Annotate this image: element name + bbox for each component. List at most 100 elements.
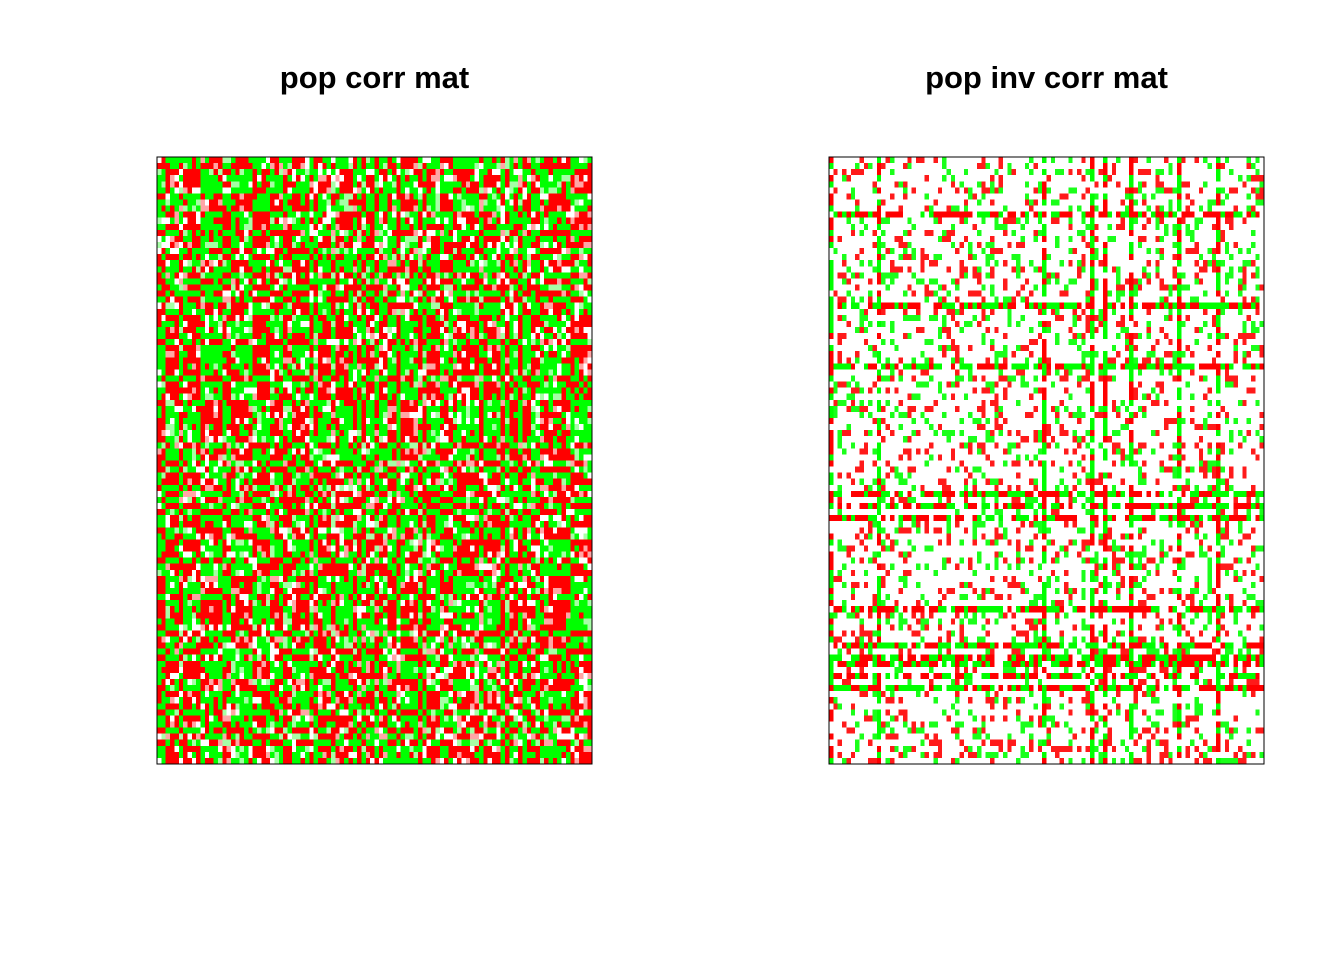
heatmap-left-cell: [518, 254, 523, 261]
heatmap-left-cell: [426, 205, 432, 212]
heatmap-left-cell: [474, 254, 479, 261]
heatmap-left-cell: [470, 375, 475, 382]
heatmap-left-cell: [322, 351, 327, 358]
heatmap-left-cell: [518, 387, 523, 394]
heatmap-left-cell: [400, 296, 405, 303]
heatmap-left-cell: [374, 229, 379, 236]
heatmap-left-cell: [448, 399, 453, 406]
heatmap-left-cell: [439, 442, 445, 449]
heatmap-left-cell: [570, 302, 575, 309]
heatmap-left-cell: [400, 363, 405, 370]
heatmap-left-cell: [452, 199, 458, 206]
heatmap-left-cell: [500, 405, 506, 412]
heatmap-left-cell: [474, 248, 479, 255]
heatmap-left-cell: [248, 454, 253, 461]
heatmap-left-cell: [352, 302, 358, 309]
heatmap-left-cell: [431, 302, 436, 309]
heatmap-left-cell: [339, 211, 345, 218]
heatmap-left-cell: [331, 272, 336, 279]
heatmap-left-cell: [565, 387, 571, 394]
heatmap-left-cell: [413, 157, 419, 164]
heatmap-left-cell: [509, 387, 514, 394]
heatmap-left-cell: [174, 229, 179, 236]
heatmap-left-cell: [335, 448, 340, 455]
heatmap-left-cell: [557, 442, 562, 449]
heatmap-left-cell: [304, 357, 310, 364]
heatmap-left-cell: [304, 411, 310, 419]
heatmap-left-cell: [544, 169, 549, 176]
heatmap-left-cell: [274, 187, 279, 194]
heatmap-left-cell: [165, 345, 171, 352]
heatmap-left-cell: [500, 363, 506, 370]
heatmap-left-cell: [300, 260, 305, 267]
heatmap-left-cell: [478, 442, 484, 449]
heatmap-left-cell: [470, 235, 475, 243]
heatmap-left-cell: [557, 448, 562, 455]
heatmap-left-cell: [165, 326, 171, 334]
heatmap-left-cell: [431, 266, 436, 273]
heatmap-left-cell: [322, 205, 327, 212]
heatmap-left-cell: [365, 320, 371, 328]
heatmap-left-cell: [170, 357, 175, 364]
heatmap-left-cell: [204, 205, 210, 212]
heatmap-left-cell: [400, 448, 405, 455]
heatmap-left-cell: [244, 248, 249, 255]
heatmap-left-cell: [178, 254, 184, 261]
heatmap-left-cell: [461, 272, 466, 279]
heatmap-left-cell: [570, 272, 575, 279]
heatmap-left-cell: [461, 217, 466, 224]
heatmap-left-cell: [361, 296, 366, 303]
heatmap-left-cell: [578, 363, 584, 370]
heatmap-left-cell: [244, 217, 249, 224]
heatmap-left-cell: [500, 223, 506, 230]
heatmap-left-cell: [570, 284, 575, 291]
heatmap-left-cell: [217, 211, 223, 218]
heatmap-left-cell: [178, 357, 184, 364]
heatmap-left-cell: [270, 302, 275, 309]
heatmap-left-cell: [274, 235, 279, 243]
heatmap-left-cell: [370, 211, 375, 218]
heatmap-left-cell: [570, 363, 575, 370]
heatmap-left-cell: [191, 375, 197, 382]
heatmap-left-cell: [230, 351, 236, 358]
heatmap-left-cell: [283, 163, 288, 170]
heatmap-left-cell: [270, 266, 275, 273]
heatmap-left-cell: [287, 345, 292, 352]
heatmap-left-cell: [435, 363, 440, 370]
heatmap-left-cell: [348, 339, 353, 346]
heatmap-left-cell: [409, 229, 414, 236]
heatmap-left-cell: [522, 369, 527, 376]
heatmap-left-cell: [317, 278, 323, 285]
heatmap-left-cell: [165, 333, 171, 340]
heatmap-left-cell: [278, 387, 284, 394]
heatmap-left-cell: [444, 381, 449, 388]
heatmap-left-cell: [383, 363, 388, 370]
heatmap-left-cell: [483, 393, 488, 400]
heatmap-left-cell: [531, 326, 536, 334]
heatmap-left-cell: [365, 199, 371, 206]
heatmap-left-cell: [396, 181, 401, 188]
heatmap-left-cell: [226, 235, 231, 243]
heatmap-left-cell: [178, 284, 184, 291]
heatmap-left-cell: [304, 333, 310, 340]
heatmap-left-cell: [496, 326, 501, 334]
heatmap-left-cell: [578, 157, 584, 164]
heatmap-left-cell: [191, 333, 197, 340]
heatmap-left-cell: [326, 308, 332, 315]
heatmap-left-cell: [474, 181, 479, 188]
heatmap-left-cell: [465, 266, 471, 273]
heatmap-left-cell: [331, 430, 336, 437]
heatmap-left-cell: [183, 163, 188, 170]
heatmap-left-cell: [309, 229, 314, 236]
heatmap-left-cell: [361, 345, 366, 352]
heatmap-left-cell: [500, 290, 506, 297]
heatmap-left-cell: [178, 260, 184, 267]
heatmap-left-cell: [461, 454, 466, 461]
heatmap-left-cell: [552, 290, 558, 297]
heatmap-left-cell: [513, 308, 519, 315]
heatmap-left-cell: [217, 363, 223, 370]
heatmap-left-cell: [283, 320, 288, 328]
heatmap-left-cell: [574, 345, 579, 352]
heatmap-left-cell: [513, 278, 519, 285]
heatmap-left-cell: [174, 205, 179, 212]
